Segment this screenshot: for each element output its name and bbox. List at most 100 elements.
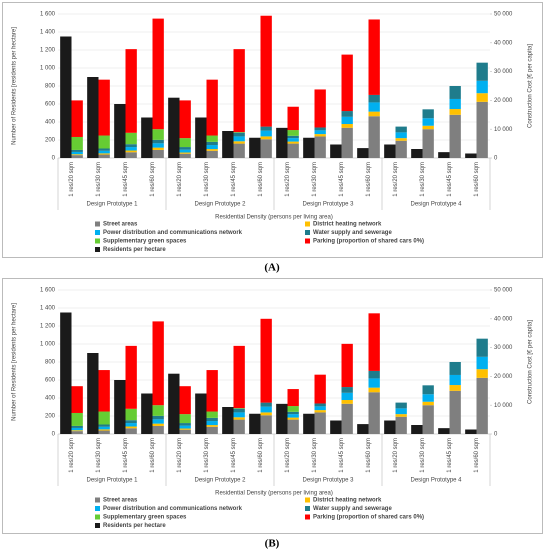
cost-bar-segment bbox=[179, 100, 191, 139]
residents-bar bbox=[384, 144, 396, 158]
cost-bar-segment bbox=[422, 125, 434, 130]
y-tick-label: 0 bbox=[52, 432, 56, 438]
cost-bar-segment bbox=[422, 394, 434, 402]
x-tick-label: 1 res/20 sqm bbox=[393, 162, 399, 197]
cost-bar-segment bbox=[98, 370, 110, 412]
legend-label: Street areas bbox=[103, 498, 138, 504]
cost-bar-segment bbox=[368, 111, 380, 117]
cost-bar-segment bbox=[422, 385, 434, 395]
y2-tick-label: 0 bbox=[494, 432, 498, 438]
y-tick-label: 1 200 bbox=[40, 48, 56, 54]
y-axis-title: Number of Residents [residents per hecta… bbox=[12, 27, 18, 145]
cost-bar-segment bbox=[233, 132, 245, 137]
cost-bar-segment bbox=[341, 343, 353, 388]
x-tick-label: 1 res/45 sqm bbox=[231, 438, 237, 473]
cost-bar-segment bbox=[152, 415, 164, 420]
cost-bar-segment bbox=[206, 79, 218, 136]
y-tick-label: 1 600 bbox=[40, 12, 56, 18]
legend-swatch bbox=[95, 221, 100, 227]
residents-bar bbox=[249, 413, 261, 434]
cost-bar-segment bbox=[260, 139, 272, 158]
cost-bar-segment bbox=[449, 109, 461, 115]
cost-bar-segment bbox=[233, 408, 245, 413]
y-tick-label: 1 400 bbox=[40, 306, 56, 312]
cost-bar-segment bbox=[476, 356, 488, 370]
cost-bar-segment bbox=[125, 132, 137, 145]
cost-bar-segment bbox=[152, 425, 164, 434]
legend-label: Water supply and sewerage bbox=[313, 230, 392, 236]
legend-label: Power distribution and communications ne… bbox=[103, 506, 243, 512]
cost-bar-segment bbox=[233, 141, 245, 144]
cost-bar-segment bbox=[125, 150, 137, 153]
y2-tick-label: 20 000 bbox=[494, 98, 513, 104]
y-tick-label: 200 bbox=[45, 414, 56, 420]
cost-bar-segment bbox=[71, 136, 83, 150]
cost-bar-segment bbox=[98, 430, 110, 434]
cost-bar-segment bbox=[395, 416, 407, 434]
residents-bar bbox=[60, 36, 72, 158]
legend-swatch bbox=[95, 514, 100, 520]
x-axis-title: Residential Density (persons per living … bbox=[215, 491, 333, 497]
legend-label: Street areas bbox=[103, 222, 138, 228]
cost-bar-segment bbox=[260, 15, 272, 127]
cost-bar-segment bbox=[395, 402, 407, 409]
legend-swatch bbox=[95, 247, 100, 252]
chart-panel: 0 200 400 600 800 1 000 1 200 1 400 1 600 0 10 000… bbox=[2, 2, 543, 258]
cost-bar-segment bbox=[476, 338, 488, 357]
cost-bar-segment bbox=[152, 405, 164, 416]
x-tick-label: 1 res/20 sqm bbox=[177, 162, 183, 197]
cost-bar-segment bbox=[98, 135, 110, 149]
cost-bar-segment bbox=[476, 62, 488, 81]
residents-bar bbox=[411, 149, 423, 158]
cost-bar-segment bbox=[125, 408, 137, 421]
x-tick-label: 1 res/60 sqm bbox=[150, 438, 156, 473]
cost-bar-segment bbox=[287, 138, 299, 142]
cost-bar-segment bbox=[125, 420, 137, 424]
y-tick-label: 1 200 bbox=[40, 324, 56, 330]
cost-bar-segment bbox=[98, 154, 110, 158]
cost-bar-segment bbox=[476, 369, 488, 378]
residents-bar bbox=[357, 424, 369, 434]
cost-bar-segment bbox=[449, 98, 461, 110]
cost-bar-segment bbox=[71, 151, 83, 155]
legend-label: Parking (proportion of shared cars 0%) bbox=[313, 239, 424, 245]
x-tick-label: 1 res/30 sqm bbox=[420, 162, 426, 197]
y2-tick-label: 50 000 bbox=[494, 12, 513, 18]
x-tick-label: 1 res/60 sqm bbox=[474, 438, 480, 473]
cost-bar-segment bbox=[179, 425, 191, 429]
x-tick-label: 1 res/20 sqm bbox=[177, 438, 183, 473]
cost-bar-segment bbox=[449, 385, 461, 391]
x-tick-label: 1 res/20 sqm bbox=[69, 162, 75, 197]
cost-bar-segment bbox=[152, 139, 164, 144]
cost-bar-segment bbox=[179, 149, 191, 153]
cost-bar-segment bbox=[125, 49, 137, 133]
cost-bar-segment bbox=[341, 127, 353, 158]
legend-swatch bbox=[95, 230, 100, 235]
cost-bar-segment bbox=[341, 400, 353, 404]
group-label: Design Prototype 1 bbox=[86, 202, 138, 208]
cost-bar-segment bbox=[260, 130, 272, 137]
legend-swatch bbox=[95, 497, 100, 503]
group-label: Design Prototype 4 bbox=[410, 478, 462, 484]
cost-bar-segment bbox=[287, 106, 299, 131]
residents-bar bbox=[87, 353, 99, 434]
group-label: Design Prototype 2 bbox=[194, 202, 246, 208]
cost-bar-segment bbox=[476, 80, 488, 94]
cost-bar-segment bbox=[287, 143, 299, 158]
cost-bar-segment bbox=[260, 412, 272, 416]
legend-swatch bbox=[305, 497, 310, 503]
y-tick-label: 1 600 bbox=[40, 288, 56, 294]
cost-bar-segment bbox=[233, 419, 245, 434]
cost-bar-segment bbox=[125, 144, 137, 148]
y2-tick-label: 30 000 bbox=[494, 69, 513, 75]
cost-bar-segment bbox=[368, 94, 380, 103]
legend-label: Power distribution and communications ne… bbox=[103, 230, 243, 236]
cost-bar-segment bbox=[341, 111, 353, 117]
cost-bar-segment bbox=[476, 377, 488, 434]
cost-bar-segment bbox=[395, 132, 407, 139]
cost-bar-segment bbox=[287, 417, 299, 420]
cost-bar-segment bbox=[314, 89, 326, 128]
y2-tick-label: 20 000 bbox=[494, 374, 513, 380]
cost-bar-segment bbox=[287, 414, 299, 418]
cost-bar-segment bbox=[449, 114, 461, 158]
